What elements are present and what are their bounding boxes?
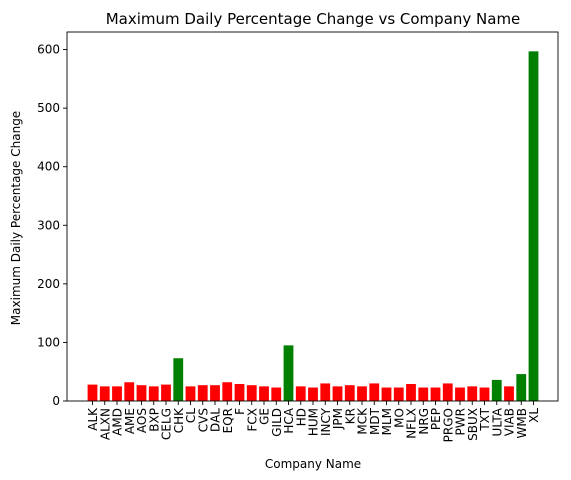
x-tick-label-alk: ALK xyxy=(86,407,100,431)
bar-amd xyxy=(112,386,122,401)
bar-eqr xyxy=(222,382,233,401)
x-tick-label-pwr: PWR xyxy=(454,408,468,435)
bar-dal xyxy=(210,385,220,401)
x-tick-label-pep: PEP xyxy=(429,408,443,430)
plot-area: 0 100 200 300 400 500 600 ALKALXNAMDAMEAOSBXPCE… xyxy=(37,31,559,442)
x-tick-label-prgo: PRGO xyxy=(441,408,455,442)
y-tick-label-300: 300 xyxy=(37,218,60,232)
bar-wmb xyxy=(516,374,527,401)
x-tick-label-xl: XL xyxy=(527,408,541,423)
x-tick-label-jpm: JPM xyxy=(331,408,345,430)
y-tick-label-0: 0 xyxy=(52,394,60,408)
bar-cvs xyxy=(197,385,208,401)
bar-nrg xyxy=(418,387,429,401)
bar-f xyxy=(234,384,245,401)
x-tick-label-fcx: FCX xyxy=(245,408,259,432)
x-tick-label-f: F xyxy=(233,408,247,415)
bar-mlm xyxy=(381,387,392,401)
x-tick-label-dal: DAL xyxy=(209,408,223,432)
y-tick-label-100: 100 xyxy=(37,335,60,349)
bar-gild xyxy=(271,387,282,401)
bar-fcx xyxy=(246,385,257,401)
x-tick-label-eqr: EQR xyxy=(221,408,235,433)
y-tick-label-500: 500 xyxy=(37,101,60,115)
y-axis-label: Maximum Daily Percentage Change xyxy=(9,111,23,325)
bar-ulta xyxy=(491,379,502,401)
bar-hca xyxy=(283,345,294,401)
x-tick-label-hum: HUM xyxy=(307,408,321,436)
bar-chk xyxy=(173,358,184,401)
x-tick-label-gild: GILD xyxy=(270,408,284,437)
x-tick-label-hca: HCA xyxy=(282,407,296,433)
x-tick-label-incy: INCY xyxy=(319,407,333,436)
x-tick-label-hd: HD xyxy=(294,408,308,426)
bar-ge xyxy=(259,386,269,401)
bar-sbux xyxy=(467,386,478,401)
y-tick-label-600: 600 xyxy=(37,43,60,57)
x-tick-label-celg: CELG xyxy=(160,408,174,440)
bar-xl xyxy=(528,51,539,401)
x-tick-label-nrg: NRG xyxy=(417,408,431,435)
x-tick-label-mdt: MDT xyxy=(368,407,382,435)
bar-incy xyxy=(320,383,331,401)
x-tick-label-bxp: BXP xyxy=(147,408,161,432)
x-tick-label-aos: AOS xyxy=(135,408,149,433)
bar-alk xyxy=(87,384,98,401)
x-tick-label-sbux: SBUX xyxy=(466,408,480,441)
y-tick-label-200: 200 xyxy=(37,277,60,291)
x-tick-label-chk: CHK xyxy=(172,407,186,433)
bar-pwr xyxy=(455,387,465,401)
x-tick-label-mck: MCK xyxy=(356,407,370,435)
x-tick-label-txt: TXT xyxy=(478,407,492,431)
bar-ame xyxy=(124,382,135,401)
bar-alxn xyxy=(99,386,110,401)
x-axis-label: Company Name xyxy=(265,457,361,471)
x-tick-label-wmb: WMB xyxy=(515,408,529,438)
x-tick-label-nflx: NFLX xyxy=(405,408,419,439)
axes-frame xyxy=(66,31,559,402)
bar-viab xyxy=(504,386,514,401)
x-tick-label-amd: AMD xyxy=(111,408,125,436)
x-tick-label-viab: VIAB xyxy=(503,408,517,436)
bar-prgo xyxy=(442,383,453,401)
bar-pep xyxy=(430,387,441,401)
bar-nflx xyxy=(406,384,416,401)
bar-kr xyxy=(344,385,355,401)
bar-mo xyxy=(393,387,404,401)
bar-jpm xyxy=(332,386,343,401)
x-tick-label-ulta: ULTA xyxy=(490,407,504,436)
x-tick-label-alxn: ALXN xyxy=(98,408,112,440)
x-tick-label-mo: MO xyxy=(392,408,406,428)
x-tick-label-kr: KR xyxy=(343,408,357,424)
chart-title: Maximum Daily Percentage Change vs Compa… xyxy=(106,10,521,28)
x-tick-label-mlm: MLM xyxy=(380,408,394,435)
y-tick-label-400: 400 xyxy=(37,160,60,174)
bar-hd xyxy=(295,386,306,401)
x-tick-label-ame: AME xyxy=(123,408,137,434)
x-tick-label-cvs: CVS xyxy=(196,408,210,432)
bar-aos xyxy=(136,385,147,401)
bar-txt xyxy=(479,387,490,401)
bar-hum xyxy=(308,387,318,401)
bar-mck xyxy=(357,386,367,401)
bar-bxp xyxy=(148,386,159,401)
x-tick-label-cl: CL xyxy=(184,408,198,423)
x-tick-label-ge: GE xyxy=(258,408,272,425)
bar-cl xyxy=(185,386,196,401)
bar-mdt xyxy=(369,383,380,401)
bar-celg xyxy=(161,384,171,401)
